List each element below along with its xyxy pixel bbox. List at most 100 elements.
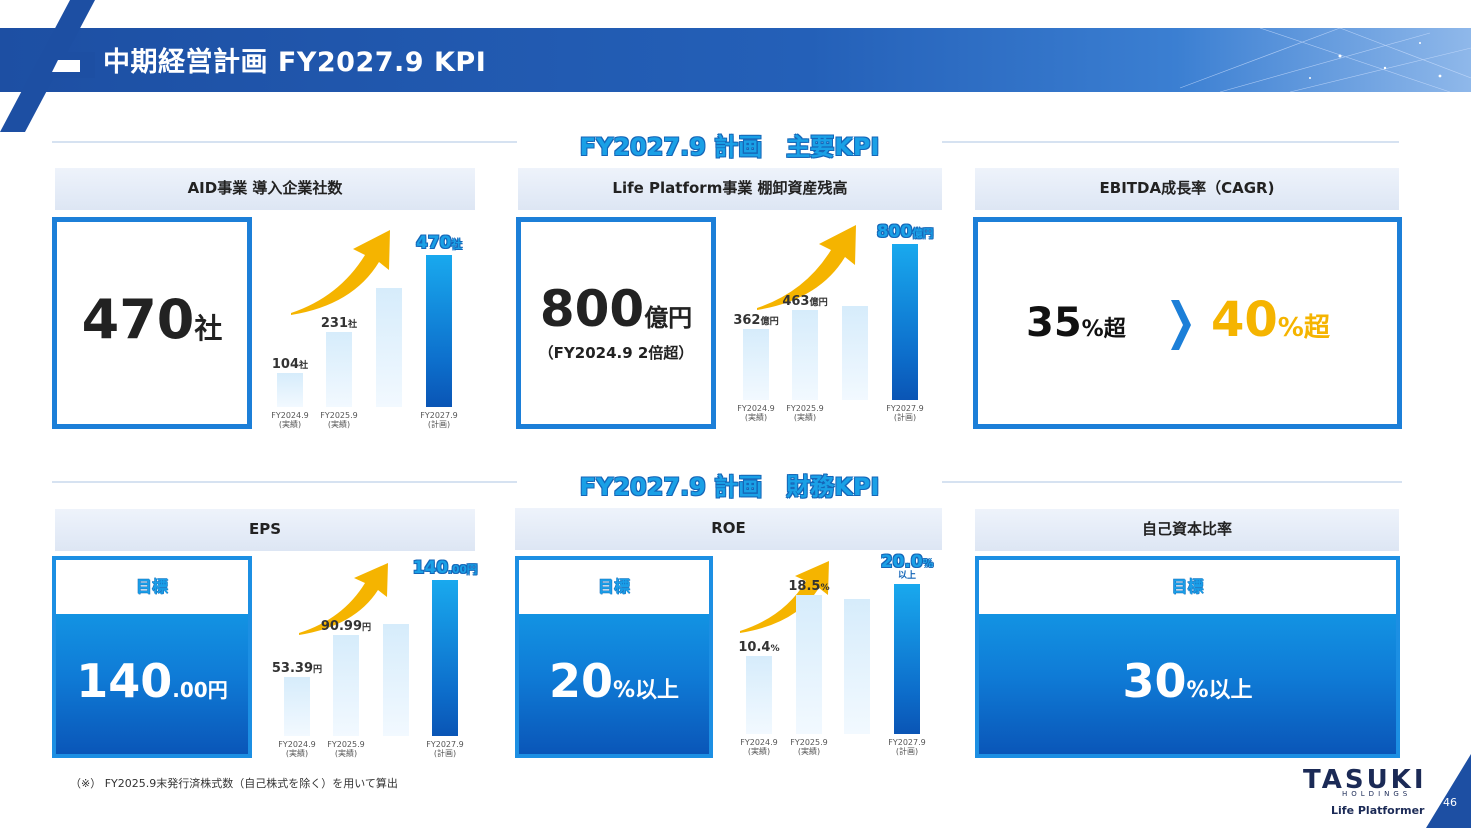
brand-sub-text: HOLDINGS [1342, 790, 1412, 798]
bar-transition [844, 599, 870, 734]
bar-value-number: 800 [876, 222, 913, 242]
aid-big-value: 470 [81, 288, 195, 351]
bar-value-number: 140 [412, 558, 449, 578]
roe-target-label: 目標 [519, 560, 709, 614]
bar-3 [894, 584, 920, 734]
ebitda-from-value: 35 [1026, 300, 1082, 346]
page-title: 中期経営計画 FY2027.9 KPI [103, 47, 487, 78]
bar-value-label-3: 470社 [389, 233, 489, 253]
bar-value-unit: % [770, 644, 780, 654]
x-axis-label-3: FY2027.9 (計画) [888, 738, 926, 756]
brand-tagline: Life Platformer [1331, 804, 1425, 817]
bar-1 [333, 634, 359, 736]
star-field-decoration [1179, 28, 1471, 92]
eps-big-box: 目標 140.00円 [52, 556, 252, 758]
section-title-financial-kpi: FY2027.9 計画 財務KPI [579, 473, 880, 501]
bar-0 [277, 373, 303, 407]
growth-arrow-icon [740, 561, 829, 633]
roe-big-value: 20 [548, 654, 613, 708]
bar-value-unit: 社 [348, 320, 358, 331]
bar-1 [796, 595, 822, 734]
section-title-main-kpi: FY2027.9 計画 主要KPI [579, 133, 880, 161]
bar-value-label-0: 362億円 [706, 309, 806, 328]
lp-bar-chart: 362億円 FY2024.9 (実績) 463億円 FY2025.9 (実績) 800億円 F… [728, 212, 940, 434]
x-axis-label-1: FY2025.9 (実績) [327, 740, 365, 758]
aid-big-unit: 社 [194, 312, 223, 345]
bar-value-label-1: 90.99円 [296, 615, 396, 634]
bar-value-unit: % [820, 583, 830, 594]
ebitda-from-unit: %超 [1081, 317, 1126, 342]
x-axis-label-0: FY2024.9 (実績) [740, 738, 778, 756]
ebitda-to-value: 40 [1211, 292, 1278, 348]
growth-arrow-icon [291, 230, 390, 315]
lp-big-box: 800億円 （FY2024.9 2倍超） [516, 217, 716, 429]
bar-value-number: 362 [733, 313, 761, 329]
x-axis-label-0: FY2024.9 (実績) [278, 740, 316, 758]
footnote: （※） FY2025.9末発行済株式数（自己株式を除く）を用いて算出 [70, 777, 398, 790]
header-band [0, 28, 1471, 92]
bar-transition [842, 306, 868, 400]
bar-value-suffix: 以上 [897, 571, 916, 581]
roe-panel-header: ROE [515, 508, 942, 550]
page-number: 46 [1443, 796, 1457, 809]
equity-big-value: 30 [1122, 654, 1187, 708]
x-axis-label-0: FY2024.9 (実績) [737, 404, 775, 422]
bar-3 [892, 244, 918, 400]
brand-logo-text: TASUKI [1303, 765, 1427, 795]
ebitda-panel-header: EBITDA成長率（CAGR) [975, 168, 1399, 210]
eps-big-unit: .00円 [172, 678, 228, 702]
bar-transition [383, 623, 409, 736]
lp-big-unit: 億円 [644, 304, 693, 332]
x-axis-label-1: FY2025.9 (実績) [320, 411, 358, 429]
chevron-right-icon [1171, 300, 1191, 350]
eps-big-value: 140 [76, 654, 173, 708]
x-axis-label-3: FY2027.9 (計画) [420, 411, 458, 429]
x-axis-label-1: FY2025.9 (実績) [786, 404, 824, 422]
bar-3 [426, 255, 452, 407]
eps-panel-header: EPS [55, 509, 475, 551]
section-divider [942, 481, 1402, 483]
bar-value-number: 53.39 [271, 660, 313, 676]
bar-value-unit: 円 [313, 664, 323, 675]
bar-value-number: 18.5 [788, 579, 821, 595]
equity-target-label: 目標 [979, 560, 1396, 614]
aid-big-box: 470社 [52, 217, 252, 429]
bar-value-unit: 億円 [912, 228, 934, 240]
section-divider [52, 141, 517, 143]
aid-panel-header: AID事業 導入企業社数 [55, 168, 475, 210]
ebitda-to-unit: %超 [1277, 313, 1330, 343]
section-divider [52, 481, 517, 483]
bar-value-label-1: 18.5% [759, 575, 859, 594]
bar-value-label-1: 231社 [289, 312, 389, 331]
lp-big-sub: （FY2024.9 2倍超） [538, 344, 694, 362]
bar-value-number: 463 [782, 293, 810, 309]
corner-triangle-decoration [1426, 754, 1471, 828]
bar-value-label-3: 20.0% 以上 [857, 552, 957, 581]
bar-value-unit: .00円 [448, 564, 478, 576]
bar-1 [792, 309, 818, 400]
x-axis-label-3: FY2027.9 (計画) [886, 404, 924, 422]
bar-value-label-1: 463億円 [755, 290, 855, 309]
bar-value-number: 10.4 [738, 640, 771, 655]
equity-big-box: 目標 30%以上 [975, 556, 1400, 758]
bar-3 [432, 580, 458, 736]
roe-bar-chart: 10.4% FY2024.9 (実績) 18.5% FY2025.9 (実績) 20.0% 以… [728, 552, 940, 766]
growth-arrow-icon [299, 563, 388, 635]
equity-big-unit: %以上 [1186, 678, 1253, 703]
growth-arrow-icon [757, 225, 856, 310]
bar-0 [746, 656, 772, 734]
section-divider [942, 141, 1399, 143]
bar-value-unit: 円 [362, 622, 372, 633]
bar-value-unit: 社 [451, 239, 463, 251]
bar-0 [743, 329, 769, 400]
bar-value-number: 90.99 [320, 618, 362, 634]
x-axis-label-1: FY2025.9 (実績) [790, 738, 828, 756]
bar-transition [376, 288, 402, 407]
bar-value-number: 231 [320, 316, 349, 332]
bar-value-number: 470 [415, 233, 452, 253]
tasuki-a-logo-shape [0, 0, 95, 132]
bar-value-number: 20.0 [880, 552, 923, 572]
eps-bar-chart: 53.39円 FY2024.9 (実績) 90.99円 FY2025.9 (実績) 140.… [265, 556, 477, 766]
bar-value-label-3: 800億円 [855, 222, 955, 242]
bar-value-label-3: 140.00円 [395, 558, 495, 578]
